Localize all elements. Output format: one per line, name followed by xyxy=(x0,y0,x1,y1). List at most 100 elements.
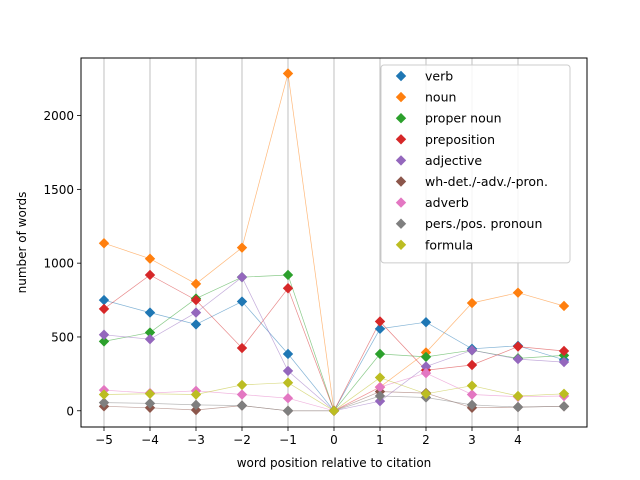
point-formula xyxy=(558,388,570,399)
point-preposition xyxy=(558,345,570,357)
legend-entry: verb xyxy=(425,69,453,84)
x-tick-label: 3 xyxy=(468,433,476,447)
point-formula xyxy=(328,405,340,416)
point-preposition xyxy=(190,294,202,306)
x-tick-label: 1 xyxy=(376,433,384,447)
y-axis-ticks: 0 500 1000 1500 2000 xyxy=(43,109,81,418)
point-proper-noun xyxy=(420,351,432,363)
point-noun xyxy=(466,297,478,309)
legend-entry: formula xyxy=(425,237,473,252)
point-adverb xyxy=(374,381,386,393)
legend-marker xyxy=(395,113,407,124)
point-pers-pos-pronoun xyxy=(512,401,524,413)
point-preposition xyxy=(98,303,110,315)
point-formula xyxy=(236,379,248,391)
legend-marker xyxy=(395,70,407,82)
point-pers-pos-pronoun xyxy=(374,390,386,402)
point-formula xyxy=(190,389,202,400)
point-noun xyxy=(98,238,110,249)
point-formula xyxy=(466,380,478,391)
point-preposition xyxy=(512,341,524,352)
x-axis-ticks: −5 −4 −3 −2 −1 0 1 2 3 4 xyxy=(95,427,522,447)
point-proper-noun xyxy=(98,336,110,347)
point-preposition xyxy=(374,316,386,327)
point-pers-pos-pronoun xyxy=(558,401,570,412)
legend-entry: noun xyxy=(425,90,456,105)
y-tick-label: 1000 xyxy=(43,257,74,271)
point-formula xyxy=(144,388,156,399)
legend-marker xyxy=(395,239,407,250)
legend-marker xyxy=(395,176,407,187)
point-verb xyxy=(374,323,386,335)
legend-entry: wh-det./-adv./-pron. xyxy=(425,174,548,189)
point-adjective xyxy=(236,271,248,283)
x-tick-label: 4 xyxy=(514,433,522,447)
point-noun xyxy=(512,287,524,298)
legend-entry: pers./pos. pronoun xyxy=(425,216,542,231)
point-formula xyxy=(374,372,386,383)
point-noun xyxy=(144,253,156,264)
legend-entry: adjective xyxy=(425,153,482,168)
point-adverb xyxy=(282,393,294,404)
y-tick-label: 0 xyxy=(66,404,74,418)
x-axis-label: word position relative to citation xyxy=(237,456,432,470)
point-adjective xyxy=(558,356,570,368)
point-preposition xyxy=(282,283,294,294)
point-verb xyxy=(98,294,110,306)
x-tick-label: −1 xyxy=(279,433,297,447)
point-verb xyxy=(190,319,202,330)
point-adverb xyxy=(236,389,248,400)
x-tick-label: 2 xyxy=(422,433,430,447)
point-proper-noun xyxy=(374,348,386,360)
point-verb xyxy=(144,307,156,318)
point-adjective xyxy=(512,353,524,365)
point-noun xyxy=(190,278,202,290)
y-tick-label: 2000 xyxy=(43,109,74,123)
point-pers-pos-pronoun xyxy=(144,398,156,409)
point-formula xyxy=(98,389,110,400)
point-adverb xyxy=(466,389,478,400)
x-tick-label: −3 xyxy=(187,433,205,447)
point-pers-pos-pronoun xyxy=(282,405,294,416)
x-tick-label: 0 xyxy=(330,433,338,447)
series-markers xyxy=(98,68,570,416)
point-preposition xyxy=(144,269,156,281)
legend-box xyxy=(380,64,571,264)
point-noun xyxy=(282,68,294,79)
point-preposition xyxy=(466,359,478,371)
point-noun xyxy=(236,242,248,253)
point-pers-pos-pronoun xyxy=(190,399,202,411)
y-axis-label: number of words xyxy=(15,192,29,294)
point-adjective xyxy=(98,329,110,340)
y-tick-label: 1500 xyxy=(43,183,74,197)
legend-marker xyxy=(395,218,407,229)
point-verb xyxy=(236,296,248,307)
point-adjective xyxy=(144,333,156,345)
point-pers-pos-pronoun xyxy=(236,400,248,411)
y-tick-label: 500 xyxy=(51,330,74,344)
x-tick-label: −2 xyxy=(233,433,251,447)
legend-entry: preposition xyxy=(425,132,495,147)
legend-marker xyxy=(395,91,407,103)
point-adjective xyxy=(190,307,202,318)
legend-marker xyxy=(395,155,407,166)
point-proper-noun xyxy=(282,269,294,281)
point-preposition xyxy=(236,342,248,354)
point-formula xyxy=(512,390,524,402)
legend-entry: adverb xyxy=(425,195,469,210)
legend-entry: proper noun xyxy=(425,111,502,126)
point-adjective xyxy=(420,361,432,372)
point-proper-noun xyxy=(144,327,156,338)
legend-marker xyxy=(395,134,407,145)
point-formula xyxy=(420,388,432,399)
point-verb xyxy=(420,317,432,328)
point-pers-pos-pronoun xyxy=(466,399,478,411)
point-adjective xyxy=(282,365,294,377)
point-adverb xyxy=(420,367,432,379)
x-tick-label: −5 xyxy=(95,433,113,447)
x-tick-label: −4 xyxy=(141,433,159,447)
legend-marker xyxy=(395,197,407,208)
point-formula xyxy=(282,377,294,388)
point-pers-pos-pronoun xyxy=(98,397,110,408)
